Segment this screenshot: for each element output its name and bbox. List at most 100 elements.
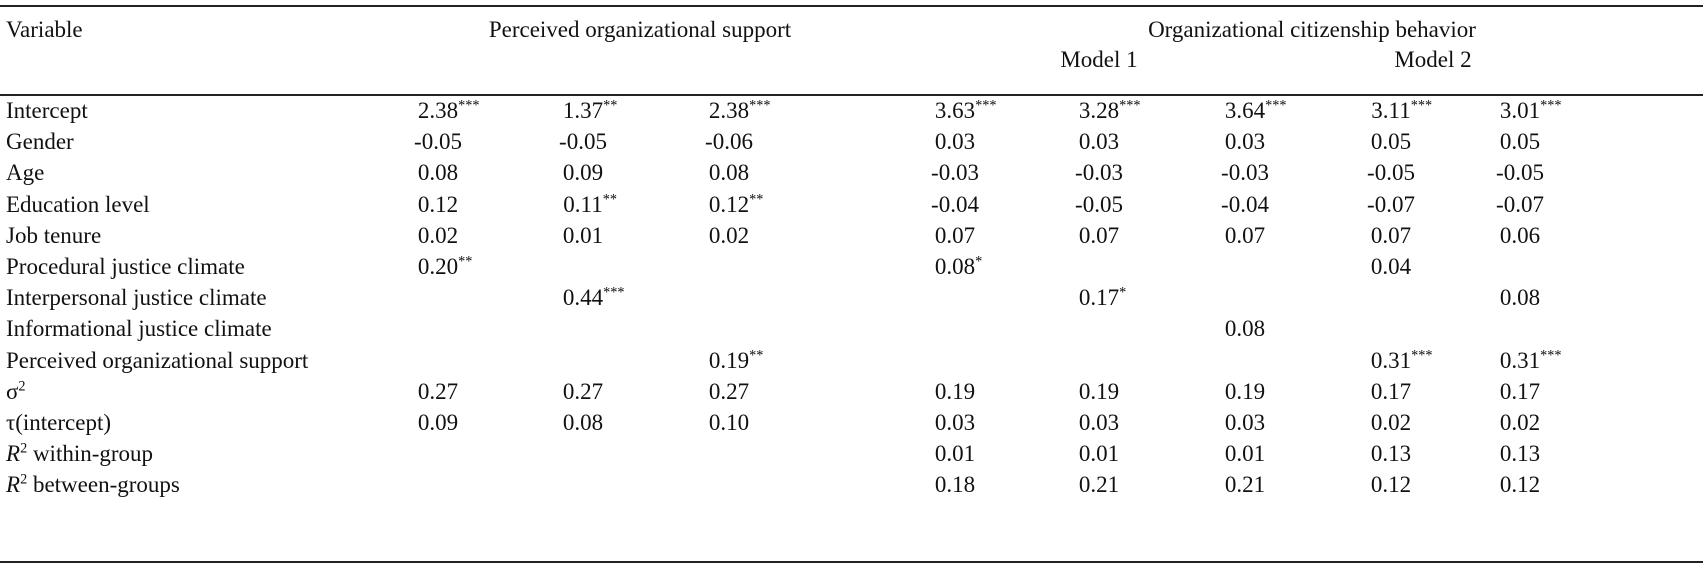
table-cell: 0.17* bbox=[1079, 284, 1126, 312]
cell-value: 0.17 bbox=[1499, 378, 1541, 404]
row-label: σ2 bbox=[6, 378, 26, 406]
cell-value: 0.11 bbox=[563, 191, 603, 217]
table-cell: 0.18 bbox=[935, 471, 975, 499]
table-cell: 0.08 bbox=[709, 159, 749, 187]
cell-value: 0.12 bbox=[1370, 472, 1412, 498]
table-cell: 0.03 bbox=[1079, 409, 1119, 437]
cell-value: -0.05 bbox=[1367, 160, 1415, 186]
cell-value: 0.13 bbox=[1499, 441, 1541, 467]
table-cell: 0.01 bbox=[1225, 440, 1265, 468]
row-label-text: σ bbox=[6, 378, 19, 404]
table-cell: 2.38*** bbox=[418, 97, 480, 125]
cell-value: 0.01 bbox=[562, 222, 604, 248]
row-label: Job tenure bbox=[6, 222, 101, 250]
table-cell: 0.08* bbox=[935, 253, 982, 281]
row-label: R2 within-group bbox=[6, 440, 153, 468]
table-cell: -0.03 bbox=[931, 159, 979, 187]
cell-value: 3.63 bbox=[934, 98, 976, 123]
cell-value: 0.07 bbox=[1078, 222, 1120, 248]
table-cell: 0.08 bbox=[418, 159, 458, 187]
cell-value: -0.04 bbox=[1221, 191, 1269, 217]
cell-value: 0.27 bbox=[417, 378, 459, 404]
cell-value: 0.12 bbox=[708, 191, 750, 217]
significance-marker: * bbox=[1119, 284, 1127, 301]
table-cell: 0.27 bbox=[709, 378, 749, 406]
table-cell: 0.03 bbox=[1225, 409, 1265, 437]
cell-value: 0.03 bbox=[1224, 410, 1266, 435]
table-cell: 0.17 bbox=[1371, 378, 1411, 406]
table-cell: 0.07 bbox=[1225, 222, 1265, 250]
table-cell: 0.01 bbox=[563, 222, 603, 250]
header-variable: Variable bbox=[6, 17, 83, 42]
table-top-rule bbox=[0, 5, 1703, 7]
cell-value: 1.37 bbox=[562, 98, 604, 123]
significance-marker: *** bbox=[1540, 97, 1562, 114]
significance-marker: *** bbox=[1540, 346, 1562, 363]
table-cell: 0.27 bbox=[418, 378, 458, 406]
cell-value: 0.08 bbox=[1499, 285, 1541, 311]
table-cell: -0.05 bbox=[1367, 159, 1415, 187]
row-label-italic: R bbox=[6, 472, 21, 498]
table-cell: 0.19** bbox=[709, 347, 764, 375]
cell-value: -0.05 bbox=[414, 129, 462, 155]
row-label-text: Intercept bbox=[6, 98, 88, 123]
table-cell: 0.13 bbox=[1500, 440, 1540, 468]
table-cell: 0.06 bbox=[1500, 222, 1540, 250]
header-pos-group: Perceived organizational support bbox=[488, 17, 792, 42]
cell-value: 0.02 bbox=[708, 222, 750, 248]
table-cell: 0.01 bbox=[935, 440, 975, 468]
cell-value: 0.01 bbox=[1224, 441, 1266, 467]
table-cell: 0.12 bbox=[1500, 471, 1540, 499]
row-label-text: Informational justice climate bbox=[6, 316, 272, 342]
row-label-text: Age bbox=[6, 160, 45, 186]
table-cell: 0.05 bbox=[1500, 128, 1540, 156]
row-label-text: τ(intercept) bbox=[6, 410, 112, 435]
row-label: Perceived organizational support bbox=[6, 347, 308, 375]
cell-value: 0.31 bbox=[1499, 347, 1541, 373]
cell-value: 3.11 bbox=[1371, 98, 1411, 123]
table-cell: 0.02 bbox=[1500, 409, 1540, 437]
row-label-text: Interpersonal justice climate bbox=[6, 285, 267, 311]
table-cell: 0.17 bbox=[1500, 378, 1540, 406]
cell-value: 0.03 bbox=[934, 410, 976, 435]
significance-marker: *** bbox=[1265, 97, 1287, 114]
row-label: Interpersonal justice climate bbox=[6, 284, 267, 312]
header-rule bbox=[0, 94, 1703, 96]
table-cell: -0.06 bbox=[705, 128, 753, 156]
cell-value: 0.17 bbox=[1370, 378, 1412, 404]
table-cell: 0.03 bbox=[935, 409, 975, 437]
table-cell: -0.04 bbox=[1221, 191, 1269, 219]
row-label-italic: R bbox=[6, 441, 21, 467]
cell-value: -0.04 bbox=[931, 191, 979, 217]
cell-value: 3.64 bbox=[1224, 98, 1266, 123]
row-label: Gender bbox=[6, 128, 74, 156]
cell-value: 0.19 bbox=[708, 347, 750, 373]
significance-marker: *** bbox=[603, 284, 625, 301]
table-cell: 0.12 bbox=[418, 191, 458, 219]
table-cell: 0.44*** bbox=[563, 284, 625, 312]
cell-value: 0.03 bbox=[1224, 129, 1266, 155]
table-cell: 0.07 bbox=[1371, 222, 1411, 250]
cell-value: 0.04 bbox=[1370, 254, 1412, 279]
cell-value: 0.19 bbox=[934, 378, 976, 404]
header-ocb-group: Organizational citizenship behavior bbox=[1148, 17, 1476, 42]
cell-value: 0.02 bbox=[1499, 410, 1541, 435]
row-label-text: between-groups bbox=[27, 472, 180, 498]
table-cell: 0.19 bbox=[1079, 378, 1119, 406]
header-model-2: Model 2 bbox=[1394, 47, 1472, 72]
table-cell: 0.03 bbox=[1225, 128, 1265, 156]
table-cell: 0.31*** bbox=[1371, 347, 1433, 375]
table-cell: 0.13 bbox=[1371, 440, 1411, 468]
table-cell: 0.05 bbox=[1371, 128, 1411, 156]
cell-value: 0.31 bbox=[1370, 347, 1412, 373]
cell-value: 0.27 bbox=[708, 378, 750, 404]
table-cell: 0.07 bbox=[935, 222, 975, 250]
table-bottom-rule bbox=[0, 561, 1703, 563]
cell-value: 0.02 bbox=[417, 222, 459, 248]
table-cell: 3.63*** bbox=[935, 97, 997, 125]
cell-value: -0.03 bbox=[931, 160, 979, 186]
cell-value: 0.03 bbox=[934, 129, 976, 155]
table-cell: -0.05 bbox=[559, 128, 607, 156]
cell-value: 0.12 bbox=[1499, 472, 1541, 498]
table-cell: 0.21 bbox=[1225, 471, 1265, 499]
